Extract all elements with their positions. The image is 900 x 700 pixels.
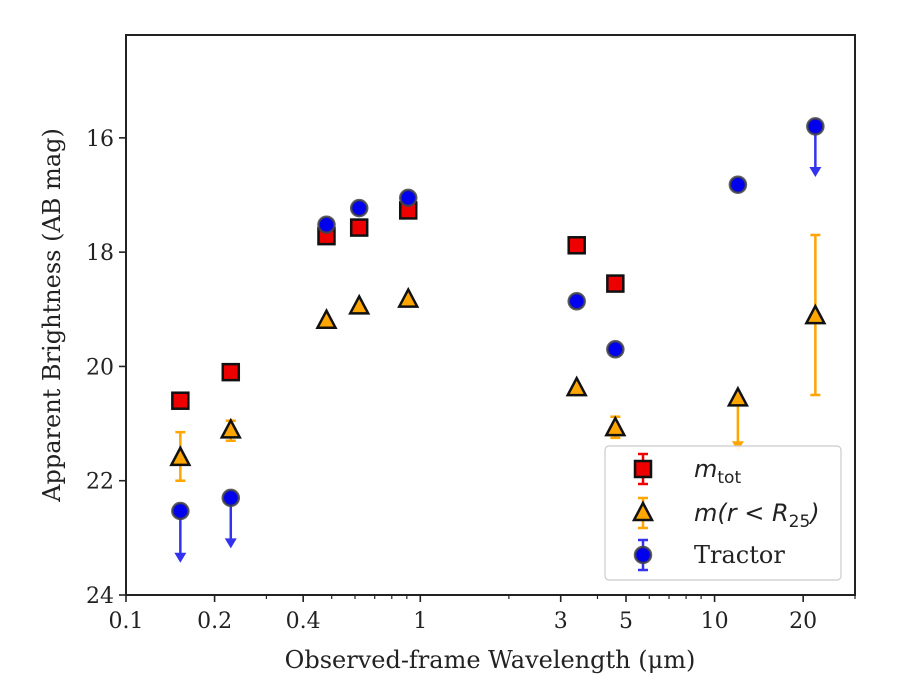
point-1-1 [219, 417, 242, 439]
y-tick-label-4: 24 [86, 584, 114, 609]
legend-label-1: m(r < R25) [694, 499, 820, 532]
point-1-7 [726, 385, 749, 407]
y-tick-label-0: 16 [86, 127, 114, 152]
x-tick-label-2: 0.4 [286, 609, 321, 634]
x-tick-label-3: 1 [413, 609, 427, 634]
upper-limit-arrow-2-1-head [224, 538, 237, 549]
point-1-0 [169, 445, 192, 467]
point-0-5 [567, 236, 586, 255]
point-1-8 [804, 303, 827, 325]
data-layer [169, 117, 827, 563]
upper-limit-arrow-2-0-head [174, 552, 187, 563]
point-0-6 [606, 274, 625, 293]
series-2 [171, 117, 825, 563]
point-2-1 [221, 488, 241, 508]
x-tick-label-4: 3 [554, 609, 568, 634]
point-0-1 [221, 362, 241, 382]
point-1-2 [315, 308, 338, 329]
y-tick-label-1: 18 [86, 241, 114, 266]
x-axis-label: Observed-frame Wavelength (μm) [285, 646, 696, 674]
point-1-5 [565, 375, 588, 397]
plot-frame [125, 34, 856, 596]
y-tick-label-3: 22 [86, 470, 114, 495]
legend-marker-0 [633, 459, 653, 479]
point-2-7 [728, 175, 748, 194]
point-2-3 [349, 198, 369, 218]
legend-marker-2 [633, 545, 653, 565]
x-tick-label-1: 0.2 [197, 609, 232, 634]
legend-box [604, 445, 842, 581]
y-tick-label-2: 20 [86, 355, 114, 380]
upper-limit-arrow-2-8-head [809, 167, 822, 177]
point-1-3 [348, 293, 371, 315]
legend-marker-1 [631, 500, 655, 522]
point-2-8 [806, 117, 825, 136]
point-0-0 [171, 391, 190, 410]
x-tick-label-7: 20 [789, 609, 817, 634]
point-2-6 [606, 340, 625, 359]
legend-label-0: mtot [694, 455, 741, 488]
x-tick-label-6: 10 [701, 609, 729, 634]
point-0-3 [349, 218, 369, 237]
point-2-2 [317, 215, 336, 234]
series-0 [171, 201, 625, 410]
series-1 [169, 233, 827, 482]
legend: mtot m(r < R25) Tractor [604, 445, 842, 581]
legend-label-2: Tractor [694, 541, 785, 569]
point-2-0 [171, 501, 190, 521]
y-axis-label: Apparent Brightness (AB mag) [38, 128, 66, 503]
x-tick-label-5: 5 [619, 609, 633, 634]
point-2-4 [398, 188, 418, 208]
axis-ticks: 0.1 0.2 0.4 1 3 5 10 20 16 18 20 22 24 [86, 127, 856, 634]
point-2-5 [567, 292, 586, 311]
point-1-6 [604, 415, 627, 437]
point-1-4 [397, 286, 420, 308]
x-tick-label-0: 0.1 [109, 609, 144, 634]
